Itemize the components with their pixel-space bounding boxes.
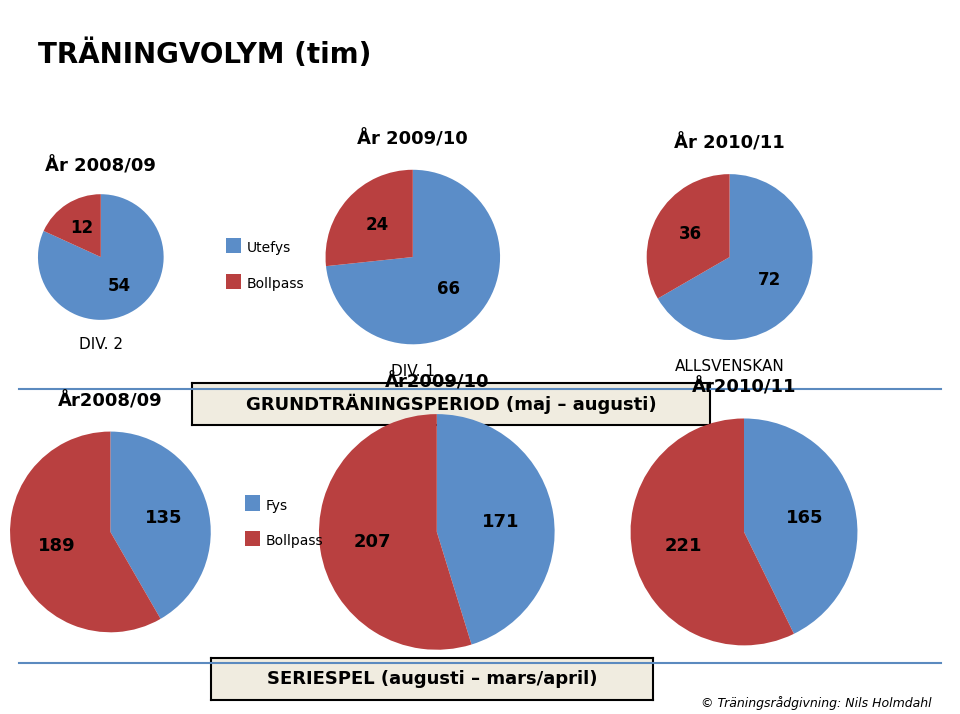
Text: ALLSVENSKAN: ALLSVENSKAN xyxy=(675,359,784,374)
Text: 189: 189 xyxy=(38,537,76,555)
Wedge shape xyxy=(647,174,730,298)
Text: År2010/11: År2010/11 xyxy=(692,378,796,396)
Text: 66: 66 xyxy=(437,280,460,298)
Wedge shape xyxy=(326,170,500,344)
Text: GRUNDTRÄNINGSPERIOD (maj – augusti): GRUNDTRÄNINGSPERIOD (maj – augusti) xyxy=(246,394,657,414)
Wedge shape xyxy=(38,194,163,320)
Text: DIV. 2: DIV. 2 xyxy=(79,337,123,352)
Text: 24: 24 xyxy=(366,216,389,234)
Wedge shape xyxy=(744,418,857,634)
Wedge shape xyxy=(110,431,211,619)
Text: År 2008/09: År 2008/09 xyxy=(45,156,156,175)
Text: TRÄNINGVOLYM (tim): TRÄNINGVOLYM (tim) xyxy=(38,39,372,69)
Text: 221: 221 xyxy=(664,537,702,555)
Text: År2008/09: År2008/09 xyxy=(59,392,162,411)
Wedge shape xyxy=(43,194,101,257)
Wedge shape xyxy=(10,431,160,633)
Text: SERIESPEL (augusti – mars/april): SERIESPEL (augusti – mars/april) xyxy=(267,670,597,688)
Wedge shape xyxy=(325,170,413,266)
Text: 207: 207 xyxy=(354,533,392,550)
Text: År2009/10: År2009/10 xyxy=(385,373,489,391)
Text: © Träningsrådgivning: Nils Holmdahl: © Träningsrådgivning: Nils Holmdahl xyxy=(701,696,931,710)
Text: 72: 72 xyxy=(757,271,780,289)
Text: År 2010/11: År 2010/11 xyxy=(674,134,785,153)
Text: DIV. 1: DIV. 1 xyxy=(391,363,435,378)
Text: Fys: Fys xyxy=(266,498,288,513)
Wedge shape xyxy=(319,414,471,650)
Wedge shape xyxy=(437,414,555,645)
Wedge shape xyxy=(631,418,794,645)
Text: 12: 12 xyxy=(70,219,94,237)
Text: 135: 135 xyxy=(145,508,182,527)
Text: 165: 165 xyxy=(786,509,824,527)
Text: 36: 36 xyxy=(679,225,702,243)
Text: Bollpass: Bollpass xyxy=(247,277,304,291)
Text: År 2009/10: År 2009/10 xyxy=(357,130,468,149)
Text: 54: 54 xyxy=(108,277,132,295)
Text: Utefys: Utefys xyxy=(247,241,291,256)
Text: Bollpass: Bollpass xyxy=(266,534,324,548)
Wedge shape xyxy=(658,174,812,340)
Text: 171: 171 xyxy=(482,513,519,531)
